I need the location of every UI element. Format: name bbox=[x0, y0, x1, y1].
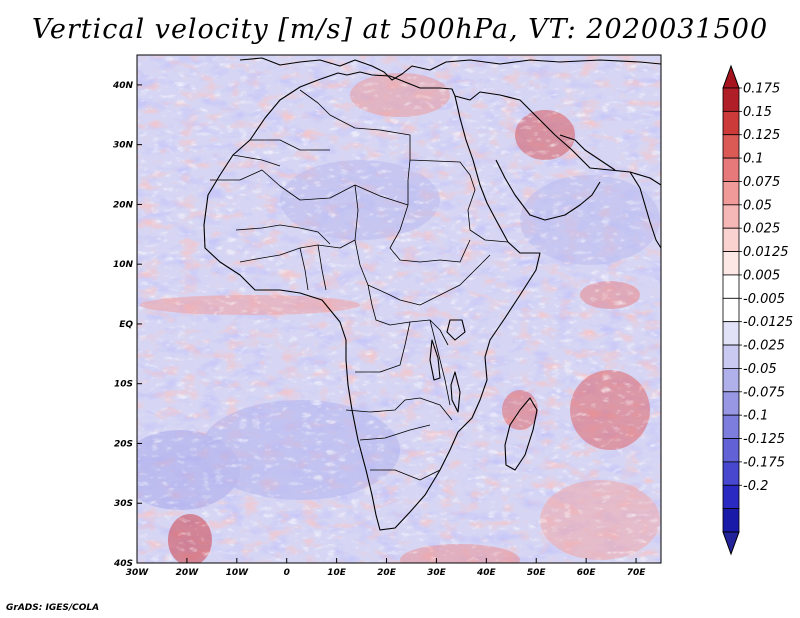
india-coastline bbox=[629, 171, 661, 249]
longitude-axis: 30W 20W 10W 0 10E 20E 30E 40E 50E 60E 70E bbox=[126, 558, 646, 578]
lon-tick-label: 50E bbox=[527, 568, 547, 578]
colorbar-label: 0.0125 bbox=[743, 245, 789, 260]
colorbar-top-arrow bbox=[722, 64, 740, 89]
lat-tick-label: 20S bbox=[114, 439, 133, 449]
interior-borders bbox=[210, 89, 509, 481]
lon-tick-label: 60E bbox=[577, 568, 597, 578]
colorbar-segment bbox=[722, 391, 740, 416]
plot-frame bbox=[136, 54, 662, 564]
colorbar-label: 0.005 bbox=[743, 268, 780, 283]
coastlines bbox=[203, 57, 661, 531]
colorbar-label: -0.005 bbox=[743, 292, 785, 307]
lake-tanganyika bbox=[429, 339, 441, 381]
lon-tick-label: 30W bbox=[126, 568, 150, 578]
colorbar-segment bbox=[722, 204, 740, 229]
colorbar-segment bbox=[722, 414, 740, 439]
lake-malawi bbox=[450, 371, 461, 413]
lat-tick-label: 40N bbox=[112, 81, 134, 91]
colorbar-segment bbox=[722, 344, 740, 369]
chart-title: Vertical velocity [m/s] at 500hPa, VT: 2… bbox=[31, 14, 769, 45]
lon-tick-label: 0 bbox=[284, 568, 290, 578]
colorbar-segment bbox=[722, 157, 740, 182]
madagascar-coastline bbox=[504, 397, 538, 471]
colorbar-label: 0.1 bbox=[743, 152, 764, 167]
colorbar-label: -0.125 bbox=[743, 432, 785, 447]
lat-tick-label: 10S bbox=[114, 380, 133, 390]
colorbar-segment bbox=[722, 251, 740, 276]
lake-victoria bbox=[446, 319, 466, 341]
plot-area bbox=[137, 55, 661, 563]
lon-tick-label: 10E bbox=[327, 568, 347, 578]
colorbar: 0.175 0.15 0.125 0.1 0.075 0.05 0.025 0.0125 0.0… bbox=[722, 64, 793, 556]
colorbar-label: 0.125 bbox=[743, 128, 780, 143]
latitude-axis: 40N 30N 20N 10N EQ 10S 20S 30S 40S bbox=[112, 81, 142, 569]
colorbar-label: -0.2 bbox=[743, 479, 768, 494]
colorbar-label: -0.0125 bbox=[743, 315, 793, 330]
colorbar-label: 0.175 bbox=[743, 82, 780, 97]
colorbar-label: -0.175 bbox=[743, 455, 785, 470]
colorbar-segment bbox=[722, 110, 740, 136]
lat-tick-label: 30N bbox=[113, 141, 134, 151]
colorbar-segment bbox=[722, 461, 740, 486]
europe-coastline bbox=[239, 57, 661, 81]
colorbar-label: -0.1 bbox=[743, 409, 768, 424]
colorbar-segment bbox=[722, 134, 740, 159]
colorbar-segment bbox=[722, 321, 740, 346]
colorbar-segment bbox=[722, 368, 740, 393]
lat-tick-label: 20N bbox=[113, 200, 134, 210]
colorbar-segment bbox=[722, 508, 740, 533]
colorbar-segment bbox=[722, 438, 740, 463]
colorbar-segment bbox=[722, 87, 740, 112]
lat-tick-label: 40S bbox=[113, 559, 133, 569]
lon-tick-label: 10W bbox=[226, 568, 250, 578]
lon-tick-label: 20W bbox=[176, 568, 200, 578]
africa-coastline bbox=[203, 71, 541, 531]
colorbar-segment bbox=[722, 227, 740, 252]
colorbar-label: -0.05 bbox=[743, 362, 777, 377]
lat-tick-label: EQ bbox=[119, 320, 133, 330]
colorbar-label: 0.05 bbox=[743, 198, 772, 213]
colorbar-label: -0.075 bbox=[743, 385, 785, 400]
colorbar-label: 0.075 bbox=[743, 175, 780, 190]
lon-tick-label: 40E bbox=[476, 568, 497, 578]
lat-tick-label: 10N bbox=[113, 260, 134, 270]
field-contour-texture bbox=[137, 55, 661, 563]
colorbar-label: 0.15 bbox=[743, 105, 772, 120]
lon-tick-label: 70E bbox=[627, 568, 647, 578]
colorbar-segment bbox=[722, 297, 740, 323]
colorbar-label: -0.025 bbox=[743, 339, 785, 354]
colorbar-bottom-arrow bbox=[722, 531, 740, 556]
colorbar-segment bbox=[722, 484, 740, 510]
colorbar-label: 0.025 bbox=[743, 222, 780, 237]
credit-label: GrADS: IGES/COLA bbox=[6, 603, 100, 613]
lat-tick-label: 30S bbox=[114, 499, 133, 509]
lon-tick-label: 30E bbox=[427, 568, 447, 578]
colorbar-segment bbox=[722, 274, 740, 299]
colorbar-segment bbox=[722, 181, 740, 206]
lon-tick-label: 20E bbox=[377, 568, 397, 578]
